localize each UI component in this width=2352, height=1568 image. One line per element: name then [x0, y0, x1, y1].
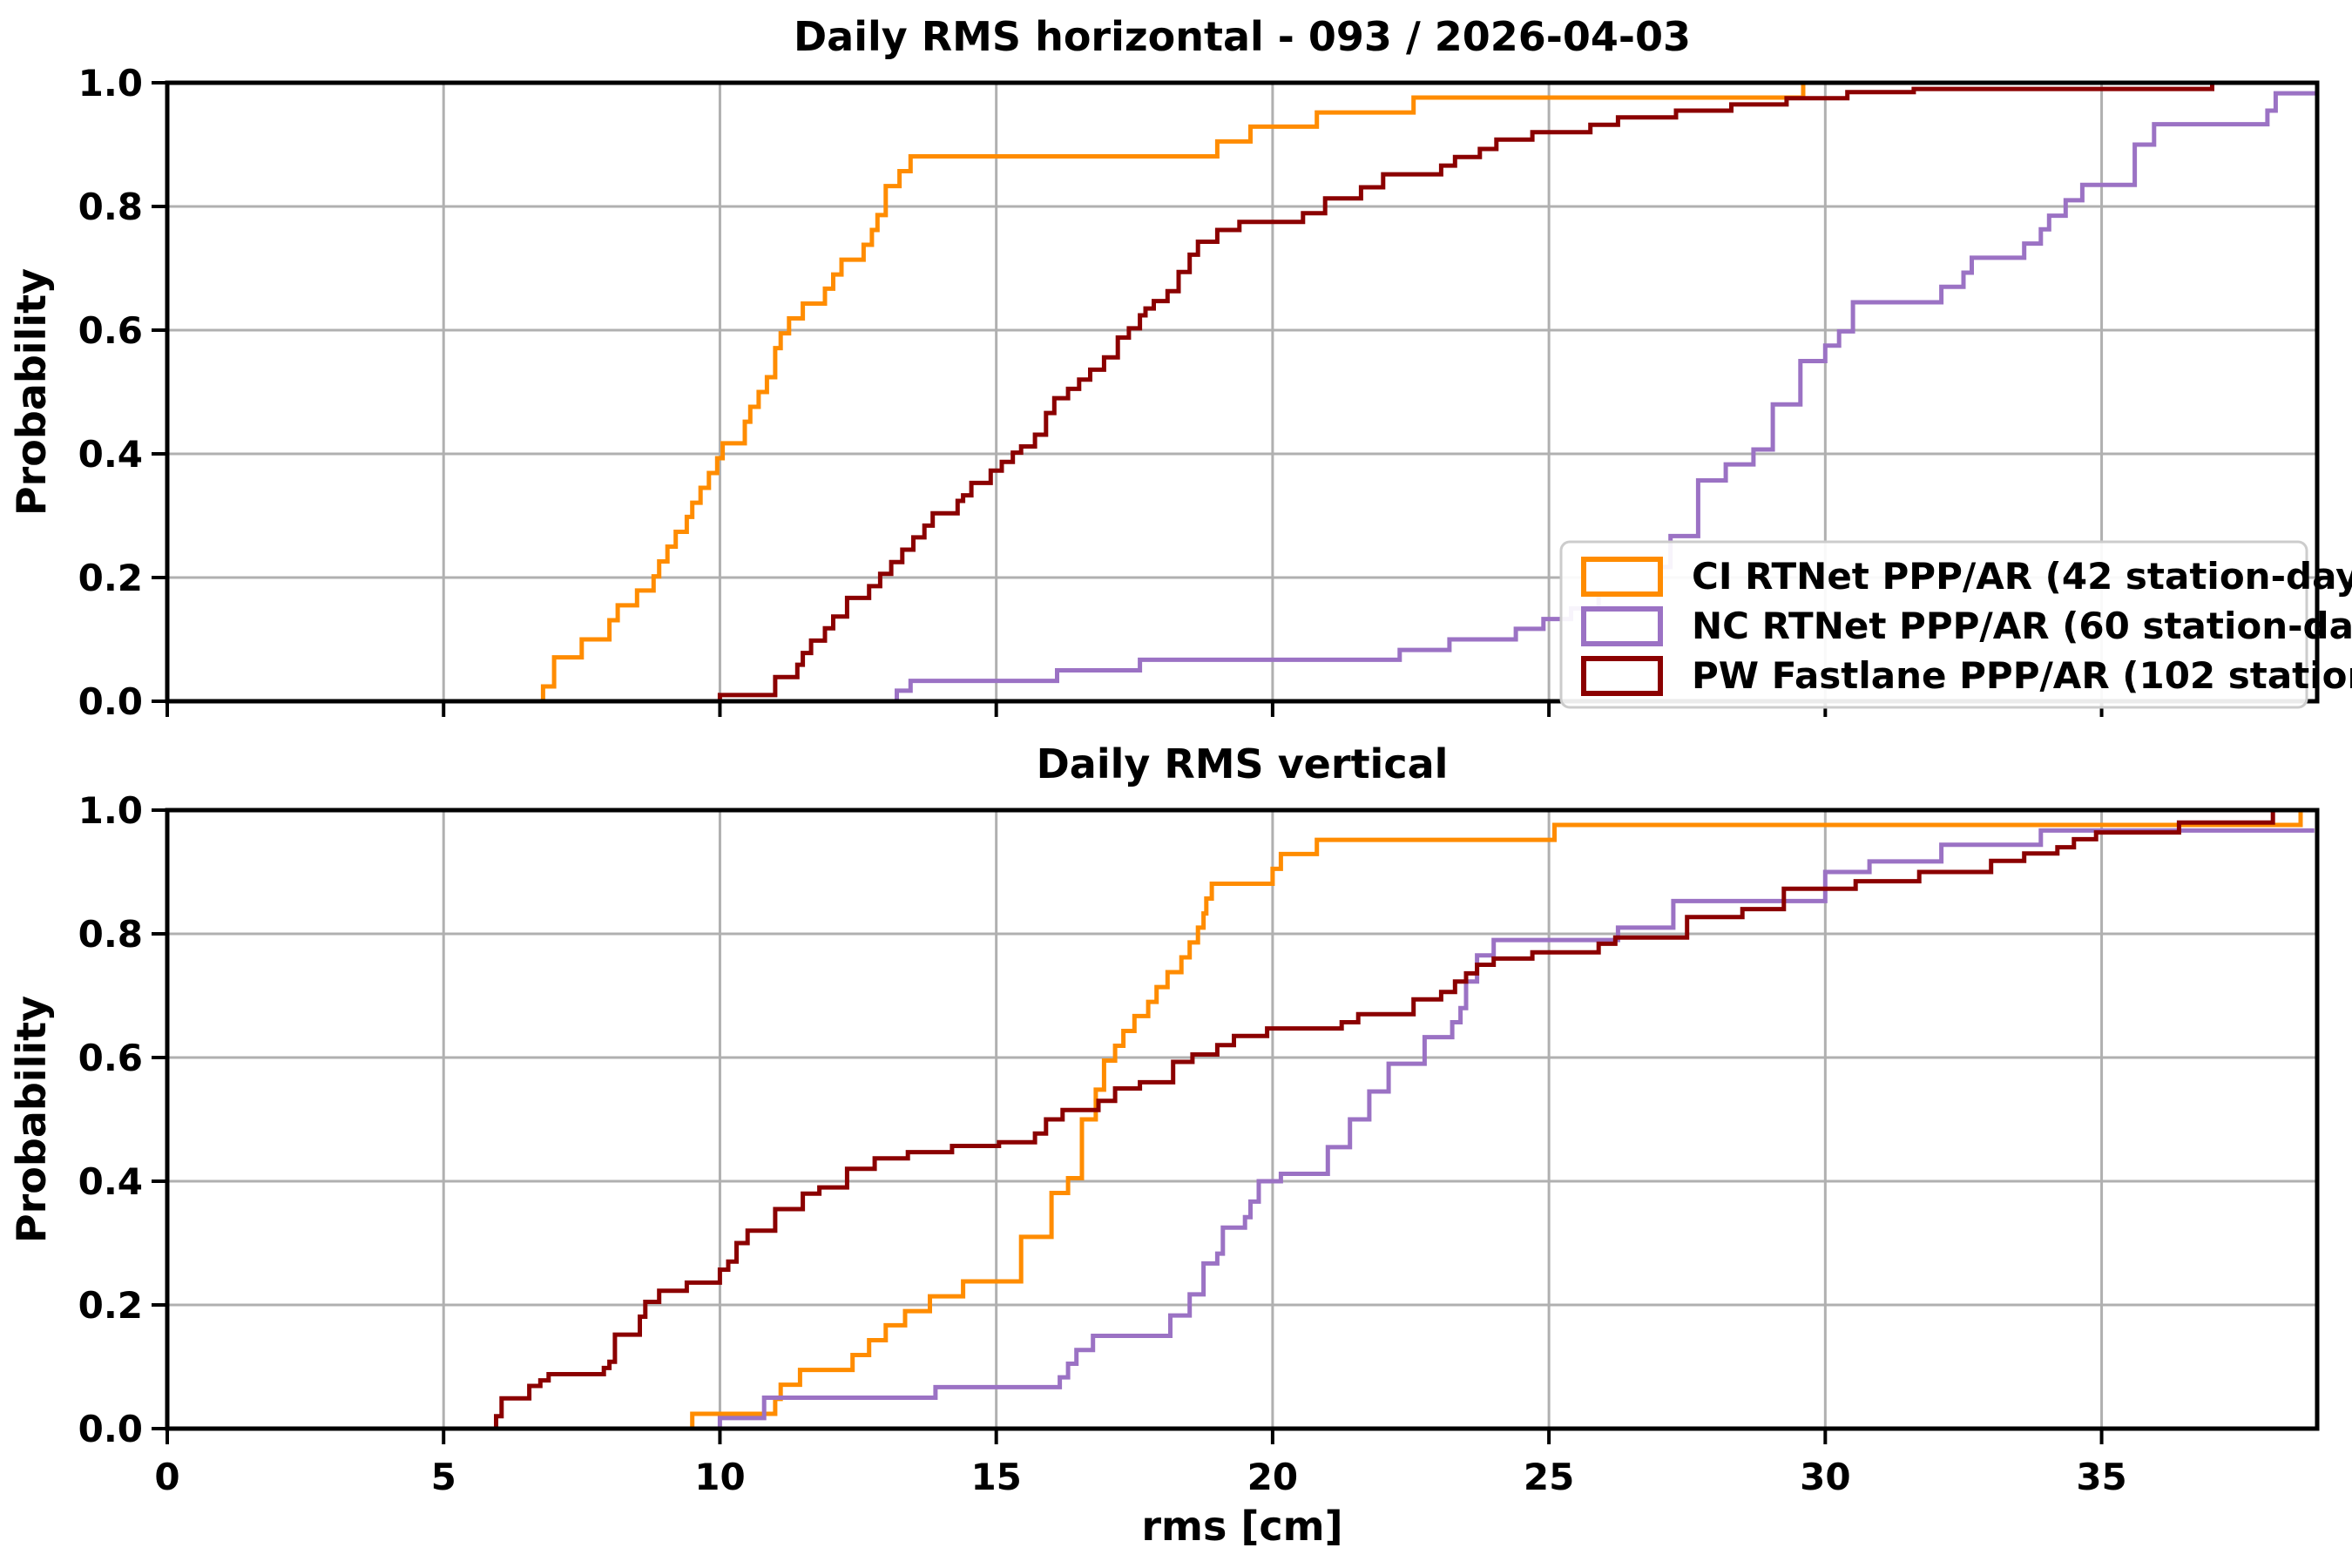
- y-tick-label: 1.0: [78, 789, 143, 832]
- y-tick-label: 0.0: [78, 1408, 143, 1450]
- ecdf-curve-ci-horizontal: [540, 83, 1806, 701]
- y-tick-label: 0.4: [78, 433, 143, 476]
- axes-frame: [165, 808, 2320, 1431]
- y-tick-label: 0.2: [78, 557, 143, 599]
- y-tick-label: 0.4: [78, 1160, 143, 1203]
- legend-item-label: CI RTNet PPP/AR (42 station-days): [1692, 555, 2352, 598]
- legend-item: NC RTNet PPP/AR (60 station-days): [1581, 605, 2352, 647]
- y-tick-label: 0.6: [78, 1037, 143, 1079]
- legend-swatch-icon: [1581, 606, 1663, 646]
- bottom-plot-title: Daily RMS vertical: [1037, 740, 1449, 787]
- legend-item-label: NC RTNet PPP/AR (60 station-days): [1692, 605, 2352, 647]
- axes-frame: [165, 80, 2320, 704]
- x-tick-label: 15: [970, 1456, 1021, 1498]
- top-plot-title: Daily RMS horizontal - 093 / 2026-04-03: [794, 13, 1691, 60]
- y-tick-label: 0.6: [78, 309, 143, 352]
- y-tick-label: 0.0: [78, 680, 143, 723]
- legend-item-label: PW Fastlane PPP/AR (102 station-days): [1692, 654, 2352, 697]
- ecdf-curve-pw-vertical: [494, 808, 2315, 1429]
- x-tick-label: 10: [694, 1456, 745, 1498]
- top-y-axis-label: Probability: [8, 268, 55, 516]
- ecdf-curve-ci-vertical: [690, 808, 2315, 1429]
- y-tick-label: 1.0: [78, 62, 143, 105]
- y-tick-label: 0.8: [78, 186, 143, 228]
- grid: [166, 808, 2317, 1430]
- legend-swatch-icon: [1581, 656, 1663, 696]
- x-tick-label: 0: [154, 1456, 179, 1498]
- legend-box: [1559, 540, 2308, 709]
- bottom-plot: Daily RMS vertical Probability rms [cm] …: [8, 740, 2320, 1550]
- bottom-plot-content: 0 5 10 15 20 25 30 35 0.0 0.2 0.4 0.6 0.8 1.0: [78, 789, 2320, 1498]
- legend: CI RTNet PPP/AR (42 station-days) NC RTNe…: [1559, 540, 2352, 709]
- x-tick-label: 5: [431, 1456, 456, 1498]
- y-tick-label: 0.8: [78, 913, 143, 956]
- y-tick-label: 0.2: [78, 1284, 143, 1327]
- ecdf-curve-nc-horizontal: [895, 91, 2317, 701]
- x-tick-label: 20: [1247, 1456, 1298, 1498]
- x-axis-label: rms [cm]: [1141, 1503, 1342, 1550]
- x-tick-label: 30: [1800, 1456, 1850, 1498]
- bottom-y-axis-label: Probability: [8, 996, 55, 1243]
- ecdf-curve-pw-horizontal: [717, 80, 2227, 701]
- legend-swatch-icon: [1581, 557, 1663, 597]
- legend-item: CI RTNet PPP/AR (42 station-days): [1581, 555, 2352, 598]
- x-tick-label: 25: [1524, 1456, 1574, 1498]
- ticks: 0 5 10 15 20 25 30 35 0.0 0.2 0.4 0.6 0.8 1.0: [78, 789, 2127, 1498]
- ecdf-curve-nc-vertical: [717, 828, 2315, 1429]
- ticks: 0.0 0.2 0.4 0.6 0.8 1.0: [78, 62, 2104, 723]
- x-tick-label: 35: [2076, 1456, 2126, 1498]
- legend-item: PW Fastlane PPP/AR (102 station-days): [1581, 654, 2352, 697]
